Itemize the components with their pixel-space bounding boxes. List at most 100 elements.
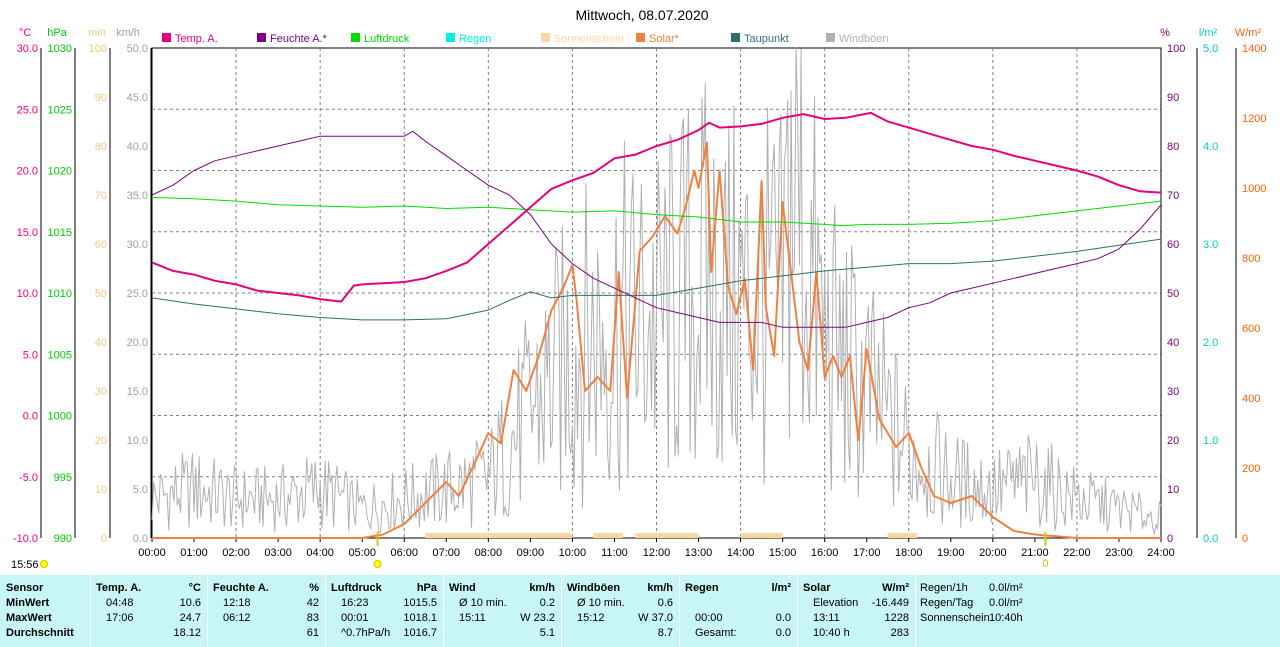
axis-tick-label: 80 <box>1167 141 1179 153</box>
x-tick-label: 13:00 <box>685 547 713 559</box>
axis-tick-label: 30.0 <box>127 239 148 251</box>
legend-label: Feuchte A.* <box>270 33 328 45</box>
x-tick-label: 17:00 <box>853 547 881 559</box>
stats-cell: 1015.5 <box>403 597 437 609</box>
axis-tick-label: 15.0 <box>17 227 38 239</box>
axis-tick-label: 70 <box>95 190 107 202</box>
axis-unit-label: hPa <box>47 27 67 39</box>
stats-cell: Ø 10 min. <box>459 597 507 609</box>
axis-tick-label: 10 <box>95 484 107 496</box>
sunshine-bar <box>425 533 573 538</box>
stats-header: Feuchte A. <box>213 582 269 594</box>
stats-header: Windböen <box>567 582 621 594</box>
axis-tick-label: 5.0 <box>1203 43 1218 55</box>
stats-cell: 18.12 <box>173 627 201 639</box>
axis-tick-label: 0.0 <box>1203 533 1218 545</box>
axis-tick-label: 100 <box>1167 43 1185 55</box>
x-tick-label: 11:00 <box>601 547 628 559</box>
axis-unit-label: l/m² <box>1199 27 1218 39</box>
legend-label: Solar* <box>649 33 680 45</box>
axis-tick-label: 1020 <box>48 166 72 178</box>
stats-header: Solar <box>803 582 831 594</box>
legend-swatch <box>826 33 835 42</box>
x-tick-label: 18:00 <box>895 547 923 559</box>
axis-tick-label: 20.0 <box>17 166 38 178</box>
x-tick-label: 21:00 <box>1021 547 1049 559</box>
left-axes: 30.025.020.015.010.05.00.0-5.0-10.010301… <box>13 43 152 545</box>
axis-unit-label: % <box>1160 27 1170 39</box>
current-time-label: 15:56 <box>11 559 39 571</box>
legend-swatch <box>351 33 360 42</box>
stats-cell: Ø 10 min. <box>577 597 625 609</box>
axis-tick-label: 100 <box>89 43 107 55</box>
stats-header-unit: °C <box>188 582 201 594</box>
axis-tick-label: 40 <box>95 337 107 349</box>
stats-cell: 8.7 <box>657 627 673 639</box>
legend-label: Temp. A. <box>175 33 218 45</box>
stats-cell: 83 <box>306 612 319 624</box>
stats-cell: 10.6 <box>179 597 201 609</box>
weather-chart: Mittwoch, 08.07.2020 Temp. A. Feuchte A.*… <box>11 7 1266 571</box>
stats-cell: 0.0 <box>775 612 791 624</box>
axis-tick-label: 4.0 <box>1203 141 1218 153</box>
stats-column <box>679 575 798 647</box>
x-tick-label: 02:00 <box>222 547 250 559</box>
axis-tick-label: 800 <box>1242 253 1260 265</box>
chart-title: Mittwoch, 08.07.2020 <box>575 7 708 23</box>
series-line-tempa <box>151 111 1162 303</box>
stats-cell: 0.2 <box>539 597 555 609</box>
stats-header-unit: hPa <box>416 582 437 594</box>
time-markers: 15:56 0 <box>11 532 1048 571</box>
axis-tick-label: 1000 <box>48 411 72 423</box>
stats-column <box>561 575 680 647</box>
stats-column <box>443 575 562 647</box>
chart-legend: Temp. A. Feuchte A.* Luftdruck Regen Sonnens… <box>162 33 889 45</box>
axis-units: °C hPa min km/h% l/m² W/m² <box>19 27 1262 39</box>
axis-tick-label: 20 <box>1167 435 1179 447</box>
stats-cell: Elevation <box>813 597 859 609</box>
axis-tick-label: 400 <box>1242 393 1260 405</box>
axis-tick-label: 1200 <box>1242 113 1266 125</box>
legend-label: Regen <box>459 33 491 45</box>
stats-extra-label: Sonnenschein <box>920 612 990 624</box>
axis-tick-label: 45.0 <box>127 92 148 104</box>
axis-tick-label: 1005 <box>48 349 72 361</box>
axis-unit-label: °C <box>19 27 31 39</box>
axis-tick-label: 25.0 <box>17 104 38 116</box>
legend-swatch <box>257 33 266 42</box>
series-line-solar <box>152 141 1161 539</box>
axis-tick-label: 5.0 <box>133 484 148 496</box>
axis-tick-label: 80 <box>95 141 107 153</box>
stats-cell: 16:23 <box>341 597 369 609</box>
axis-tick-label: 40.0 <box>127 141 148 153</box>
axis-tick-label: 600 <box>1242 323 1260 335</box>
axis-tick-label: -10.0 <box>13 533 38 545</box>
x-tick-label: 20:00 <box>979 547 1007 559</box>
legend-swatch <box>541 33 550 42</box>
axis-tick-label: 20 <box>95 435 107 447</box>
x-tick-label: 00:00 <box>138 547 166 559</box>
x-tick-label: 10:00 <box>559 547 587 559</box>
stats-cell: 15:11 <box>459 612 486 624</box>
x-tick-label: 12:00 <box>643 547 671 559</box>
sunshine-bar <box>593 533 623 538</box>
axis-tick-label: 70 <box>1167 190 1179 202</box>
axis-unit-label: km/h <box>116 27 140 39</box>
stats-cell: -16.449 <box>871 597 909 609</box>
stats-cell: 42 <box>306 597 319 609</box>
stats-header-unit: W/m² <box>882 582 909 594</box>
stats-cell: 0.6 <box>657 597 673 609</box>
x-tick-label: 01:00 <box>180 547 208 559</box>
stats-header-unit: km/h <box>647 582 673 594</box>
stats-cell: W 37.0 <box>638 612 673 624</box>
x-tick-label: 05:00 <box>348 547 376 559</box>
axis-tick-label: 90 <box>1167 92 1179 104</box>
axis-tick-label: 10 <box>1167 484 1179 496</box>
stats-cell: 00:01 <box>341 612 369 624</box>
series-line-feuchtea <box>151 130 1162 328</box>
stats-row-label: MinWert <box>6 597 50 609</box>
legend-label: Luftdruck <box>364 33 410 45</box>
sunset-label: 0 <box>1042 558 1048 570</box>
stats-cell: Gesamt: <box>695 627 737 639</box>
axis-tick-label: 1025 <box>48 104 72 116</box>
